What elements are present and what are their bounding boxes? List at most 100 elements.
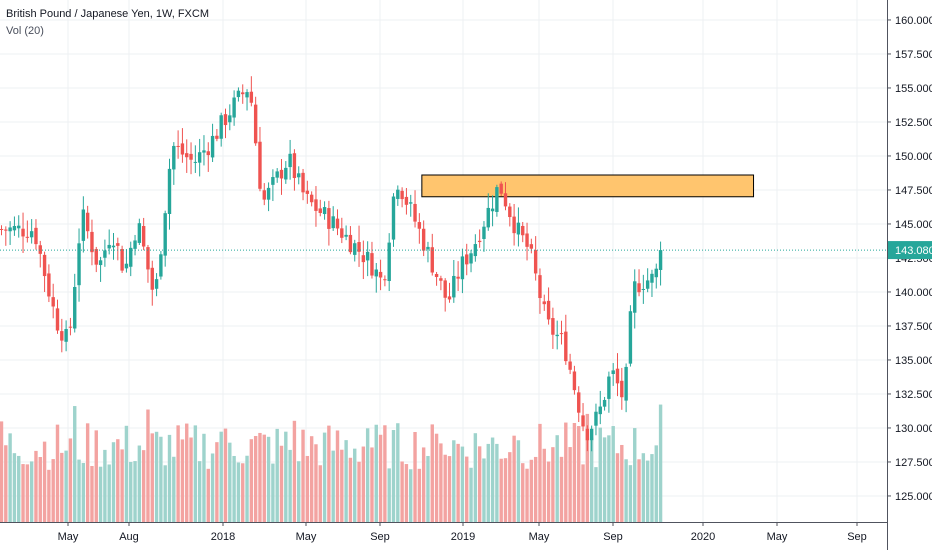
candle-body[interactable] [404,196,409,205]
candle-body[interactable] [512,216,516,234]
candle-body[interactable] [284,167,288,180]
candle-body[interactable] [370,253,374,276]
candle-body[interactable] [374,269,378,277]
candle-body[interactable] [60,331,64,341]
candle-body[interactable] [318,208,322,213]
candle-body[interactable] [516,222,521,235]
candle-body[interactable] [581,415,585,427]
candle-body[interactable] [38,245,42,254]
candle-body[interactable] [508,206,512,218]
candle-body[interactable] [297,173,301,178]
candle-body[interactable] [482,226,486,239]
candle-body[interactable] [159,254,163,277]
candle-body[interactable] [137,223,142,243]
candle-body[interactable] [637,283,641,293]
candle-body[interactable] [29,231,34,238]
candle-body[interactable] [292,153,297,179]
candle-body[interactable] [185,153,189,158]
candle-body[interactable] [77,243,81,286]
candle-body[interactable] [64,328,68,342]
candle-body[interactable] [555,334,559,337]
candle-body[interactable] [357,242,361,252]
candle-body[interactable] [365,251,370,261]
candle-body[interactable] [542,301,546,305]
candle-body[interactable] [344,234,348,237]
candle-body[interactable] [495,187,499,212]
candle-body[interactable] [314,199,318,211]
candle-body[interactable] [572,371,577,391]
candle-body[interactable] [490,208,495,212]
candle-body[interactable] [439,278,443,281]
candle-body[interactable] [430,247,434,273]
candle-body[interactable] [658,250,663,270]
candle-body[interactable] [607,376,611,399]
candle-body[interactable] [301,172,305,193]
resistance-zone[interactable] [421,174,755,198]
candle-body[interactable] [465,254,469,265]
candle-body[interactable] [241,92,245,95]
candle-body[interactable] [538,275,542,299]
candle-body[interactable] [111,245,116,248]
candle-body[interactable] [55,308,60,331]
candle-body[interactable] [202,150,206,153]
candle-body[interactable] [262,190,266,200]
candle-body[interactable] [594,411,598,426]
candle-body[interactable] [81,209,86,241]
candles[interactable] [0,76,663,452]
candle-body[interactable] [116,243,120,246]
candle-body[interactable] [288,153,292,168]
candle-body[interactable] [409,202,413,204]
candle-body[interactable] [564,331,568,362]
candle-body[interactable] [219,115,223,139]
candle-body[interactable] [73,286,77,329]
resistance-zone-box[interactable] [421,174,755,198]
candle-body[interactable] [447,296,452,300]
candle-body[interactable] [133,240,137,249]
candle-body[interactable] [124,263,129,269]
candle-body[interactable] [615,368,620,384]
candle-body[interactable] [107,244,111,249]
candle-body[interactable] [650,273,654,283]
candle-body[interactable] [34,227,38,245]
candle-body[interactable] [279,169,284,179]
candle-body[interactable] [335,218,340,229]
candle-body[interactable] [129,247,133,267]
candle-body[interactable] [327,208,331,229]
candle-body[interactable] [228,115,232,123]
candle-body[interactable] [469,253,473,264]
candle-body[interactable] [51,297,55,307]
candle-body[interactable] [645,280,650,289]
candle-body[interactable] [47,273,51,297]
candle-body[interactable] [223,114,228,126]
candle-body[interactable] [396,189,400,199]
candle-body[interactable] [340,228,344,238]
candle-body[interactable] [654,268,658,278]
candle-body[interactable] [559,333,564,335]
candle-body[interactable] [521,225,525,236]
candle-body[interactable] [568,361,572,370]
candle-body[interactable] [499,183,503,194]
candle-body[interactable] [611,370,615,375]
candle-body[interactable] [245,92,249,98]
candle-body[interactable] [12,225,17,231]
candle-body[interactable] [602,399,607,407]
candle-body[interactable] [236,90,241,98]
candle-body[interactable] [456,276,460,279]
candle-body[interactable] [180,143,185,155]
candle-body[interactable] [529,244,534,249]
candle-body[interactable] [103,250,107,258]
candle-body[interactable] [275,171,279,178]
candle-body[interactable] [146,247,150,270]
candle-body[interactable] [154,279,159,289]
candle-body[interactable] [176,145,180,147]
candle-body[interactable] [189,153,193,160]
candle-body[interactable] [68,326,73,328]
candle-body[interactable] [426,246,430,250]
candle-body[interactable] [589,428,594,441]
candle-body[interactable] [206,151,210,156]
candle-body[interactable] [477,240,482,243]
candle-body[interactable] [452,275,456,298]
candle-body[interactable] [42,254,47,277]
candle-body[interactable] [193,161,198,163]
candle-body[interactable] [641,288,646,290]
